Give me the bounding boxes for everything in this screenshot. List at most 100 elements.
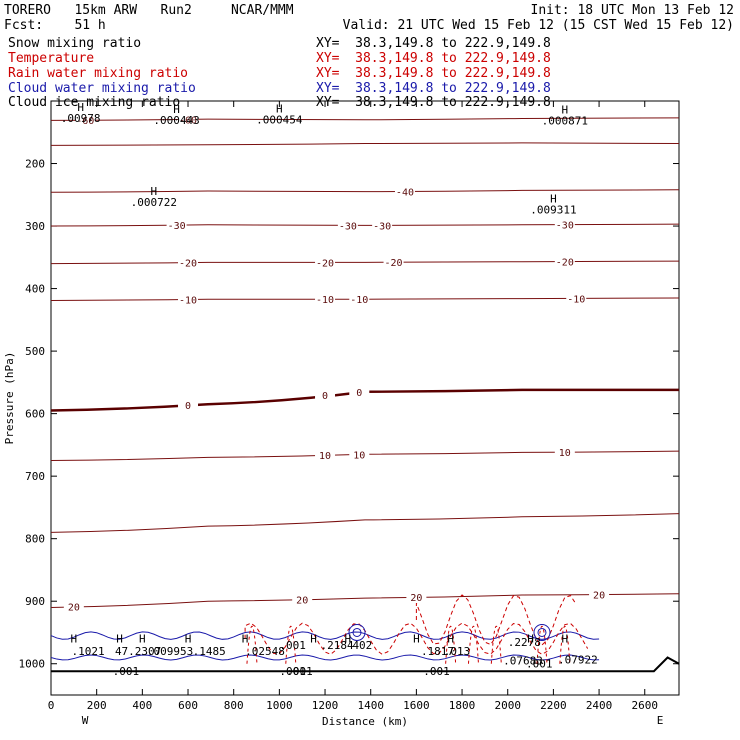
isotherm-line [50,189,680,193]
x-tick-label: 2000 [494,699,521,712]
cloud-core-contour [533,623,551,641]
rain-cell [467,626,479,664]
isotherm-line [50,142,680,146]
isotherm-label: -30 [373,221,391,232]
isotherm-label: -10 [179,295,197,306]
cloud-value-label: .1021 [72,645,105,658]
ground-line [51,656,680,673]
isotherm-label: 20 [593,590,605,601]
isotherm-label-bg [349,386,370,398]
cloud-value-label: .02548 [245,645,285,658]
x-tick-label: 800 [224,699,244,712]
maximum-value: .000871 [542,115,588,128]
isotherm-line [50,223,680,227]
isotherm-label: 0 [185,401,191,412]
header-valid: Valid: 21 UTC Wed 15 Feb 12 (15 CST Wed … [342,18,734,33]
header-init: Init: 18 UTC Mon 13 Feb 12 [530,3,735,18]
header-fcst: Fcst: 51 h [4,18,106,33]
rain-contour [415,594,577,646]
cloud-value-label: .2184 [320,639,353,652]
isotherm-label-bg [383,256,404,268]
isotherm-label: 0 [356,388,362,399]
maximum-marker: H [150,185,157,198]
header-model: TORERO 15km ARW Run2 NCAR/MMM [4,3,294,18]
cloud-maximum-marker: H [242,633,249,646]
legend-snow-xy: XY= 38.3,149.8 to 222.9,149.8 [316,36,551,51]
rain-contour [244,622,589,655]
isotherm-label: 20 [296,595,308,606]
cloud-value-label: .001 [279,639,306,652]
x-tick-label: 1600 [403,699,430,712]
isotherm-label-bg [315,293,336,305]
isotherm-line [50,513,680,533]
isotherm-label-bg [349,293,370,305]
isotherm-label-bg [372,219,393,231]
cloud-value-label: .1485 [193,645,226,658]
isotherm-label-bg [406,591,427,603]
isotherm-label-bg [315,256,336,268]
isotherm-label-bg [63,600,84,612]
x-tick-label: 1800 [449,699,476,712]
legend-cloud-water-xy: XY= 38.3,149.8 to 222.9,149.8 [316,81,551,96]
isotherm-line [50,117,680,121]
isotherm-label-bg [178,256,199,268]
cloud-maximum-marker: H [562,633,569,646]
maximum-marker: H [77,101,84,114]
cloud-contours: H H H H H H H H H H H.1021 47.2307.009953.1485.0254… [50,594,600,678]
x-tick-label: 400 [132,699,152,712]
maximum-marker: H [173,103,180,116]
isotherm-label: 20 [410,593,422,604]
x-tick-label: 600 [178,699,198,712]
isotherm-label-bg [178,113,199,125]
isotherm-label: 10 [319,451,331,462]
isotherm-label-bg [589,588,610,600]
maximum-value: .009311 [530,203,576,216]
isotherm-label-bg [292,593,313,605]
x-tick-label: 1200 [312,699,339,712]
maximum-value: .00978 [61,112,101,125]
y-axis-title: Pressure (hPa) [3,352,16,445]
rain-cell [490,626,502,664]
isotherm-label: 10 [353,450,365,461]
isotherm-label: -40 [396,187,414,198]
cloud-maximum-marker: H [447,633,454,646]
cloud-value-label: .009953 [147,645,193,658]
legend-cloud-water-name: Cloud water mixing ratio [8,81,196,96]
isotherm-label-bg [394,185,415,197]
rain-cell [246,626,258,664]
cloud-core-contour [352,627,362,637]
isotherm-label: -60 [76,116,94,127]
isotherm-label: -30 [339,221,357,232]
cloud-maximum-marker: H [413,633,420,646]
x-tick-label: 2400 [586,699,613,712]
isotherm-label: -10 [316,295,334,306]
isotherm-label-bg [349,448,370,460]
legend-snow-name: Snow mixing ratio [8,36,142,51]
x-tick-label: 1000 [266,699,293,712]
y-tick-label: 200 [25,158,45,171]
isotherm-label-bg [178,399,199,411]
maximum-marker: H [550,192,557,205]
terrain-surface [51,656,680,673]
isotherm-line [50,593,680,608]
isotherm-label-bg [554,446,575,458]
isotherm-label-bg [566,292,587,304]
y-tick-label: 900 [25,595,45,608]
cloud-value-label: 402 [352,639,372,652]
legend-rain-xy: XY= 38.3,149.8 to 222.9,149.8 [316,66,551,81]
isotherm-label: -20 [316,258,334,269]
y-tick-label: 500 [25,345,45,358]
cloud-water-contour [50,654,600,661]
isotherm-label: -10 [567,294,585,305]
legend-temperature-xy: XY= 38.3,149.8 to 222.9,149.8 [316,51,551,66]
y-tick-label: 1000 [19,658,46,671]
rain-cell [559,626,571,664]
isotherm-line [50,260,680,265]
rain-value-label: .07922 [558,653,598,666]
isotherm-label: -20 [179,258,197,269]
isotherm-label: -20 [385,258,403,269]
rain-cell [445,626,457,664]
x-tick-label: 2600 [631,699,658,712]
x-tick-label: 1400 [357,699,384,712]
